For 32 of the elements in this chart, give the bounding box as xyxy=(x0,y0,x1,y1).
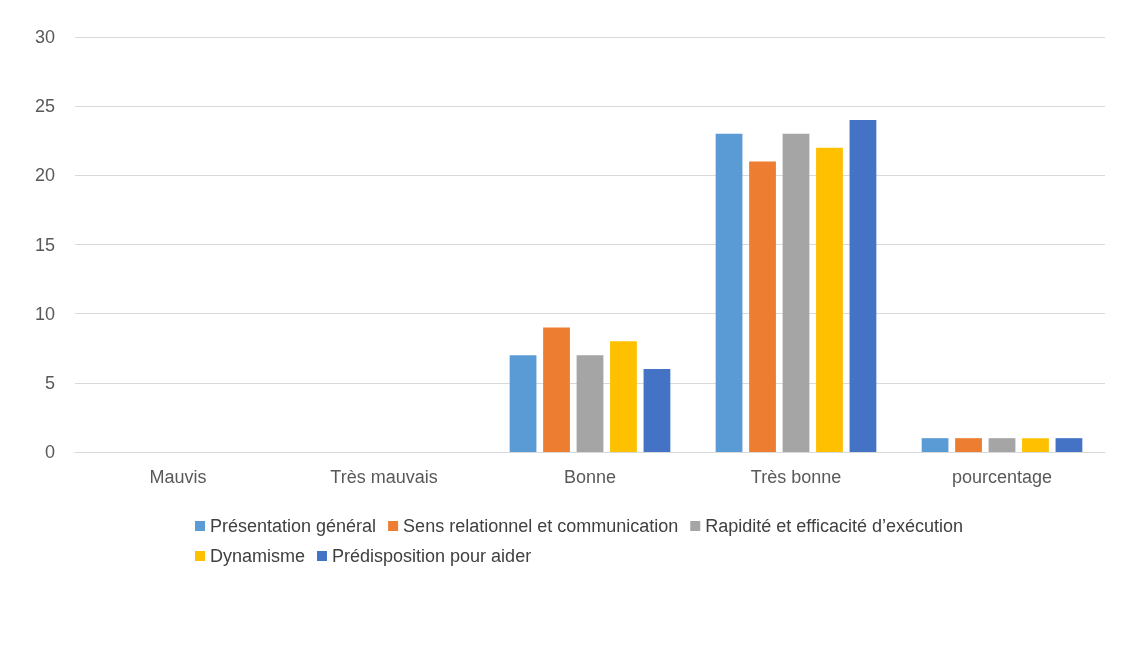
legend-label: Dynamisme xyxy=(210,546,306,566)
bar xyxy=(543,327,570,452)
legend-label: Rapidité et efficacité d’exécution xyxy=(705,516,964,536)
x-tick-label: Mauvis xyxy=(149,467,207,487)
x-tick-label: pourcentage xyxy=(951,467,1053,487)
y-tick-label: 15 xyxy=(34,234,55,255)
bar xyxy=(988,438,1016,452)
y-tick-label: 10 xyxy=(34,303,55,324)
bar xyxy=(576,355,604,452)
bar xyxy=(921,438,949,452)
x-tick-label: Très bonne xyxy=(750,467,842,487)
y-tick-label: 25 xyxy=(34,96,55,117)
bar xyxy=(643,369,671,452)
y-tick-label: 5 xyxy=(44,372,55,393)
y-tick-label: 20 xyxy=(34,165,55,186)
bar xyxy=(509,355,537,452)
x-tick-label: Bonne xyxy=(563,467,617,487)
bar xyxy=(1055,438,1083,452)
bar xyxy=(955,438,982,452)
bar xyxy=(715,133,743,452)
bar xyxy=(816,147,843,452)
legend-label: Sens relationnel et communication xyxy=(403,516,679,536)
x-tick-label: Très mauvais xyxy=(330,467,438,487)
y-tick-label: 30 xyxy=(34,27,55,47)
y-tick-label: 0 xyxy=(44,442,55,462)
legend-label: Présentation général xyxy=(210,516,377,536)
bar xyxy=(782,133,810,452)
bar xyxy=(1022,438,1049,452)
legend-label: Prédisposition pour aider xyxy=(332,546,532,566)
bar xyxy=(749,161,776,452)
bar xyxy=(610,341,637,452)
bar xyxy=(849,120,877,452)
